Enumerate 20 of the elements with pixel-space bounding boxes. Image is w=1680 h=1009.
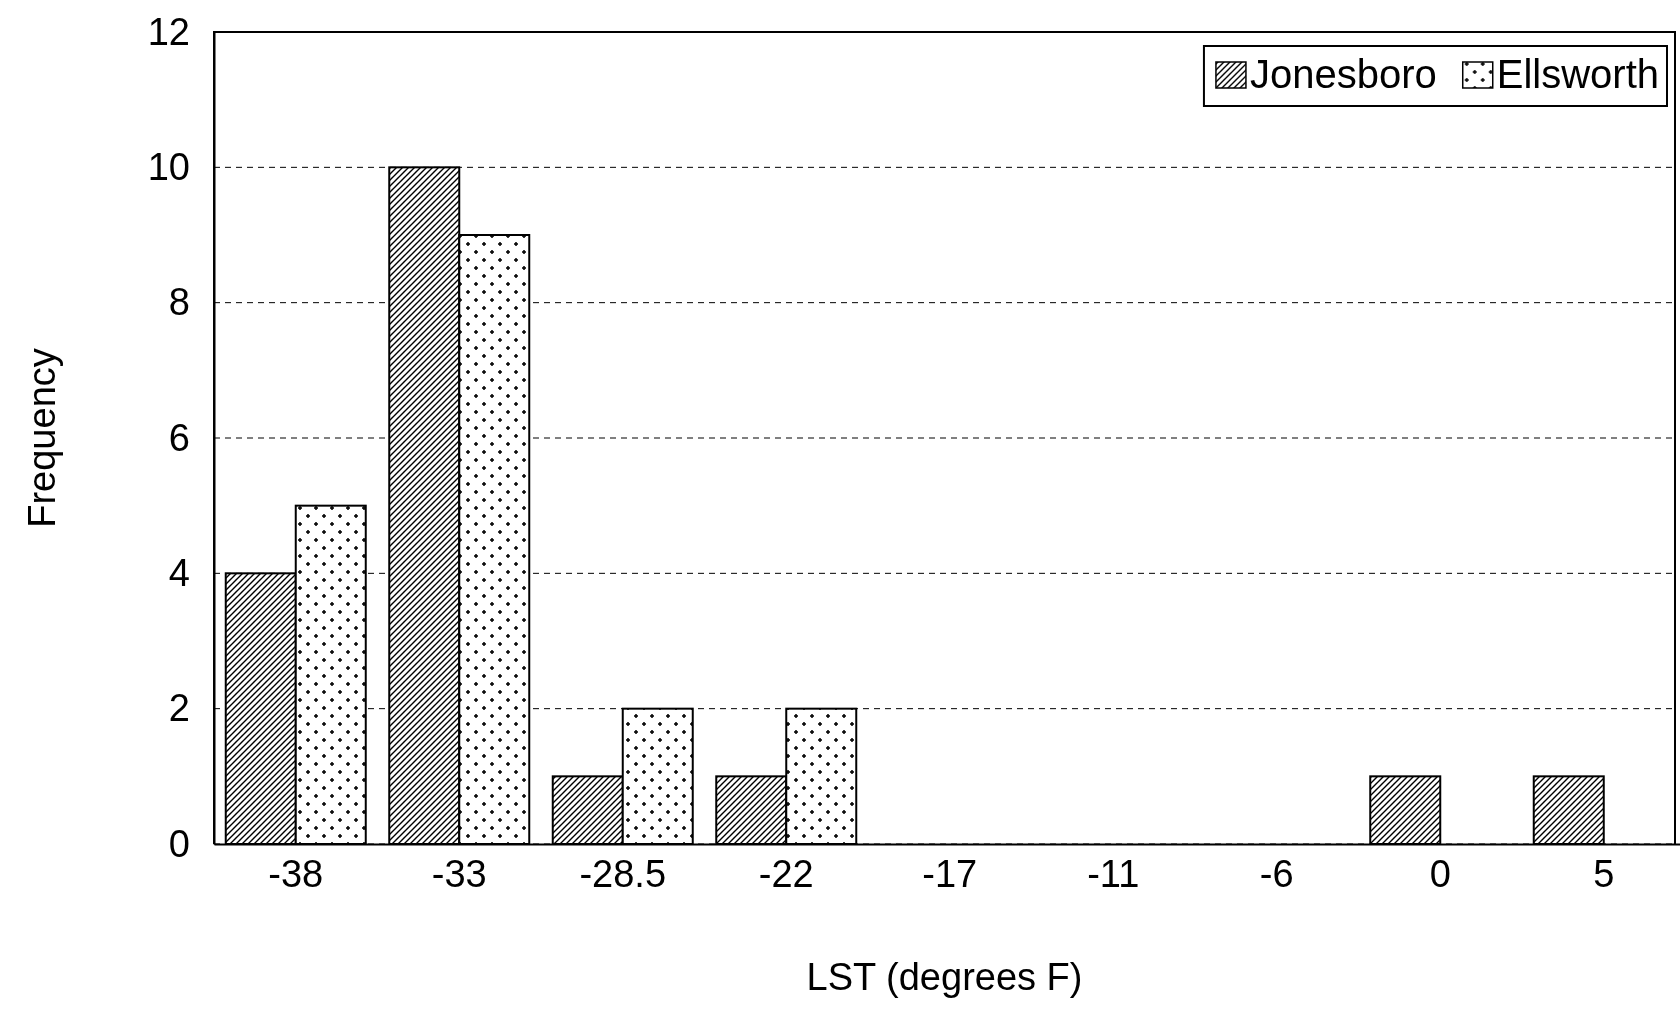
legend-label: Jonesboro bbox=[1249, 52, 1437, 96]
x-tick-label: -6 bbox=[1259, 852, 1294, 895]
y-axis-title: Frequency bbox=[21, 348, 63, 528]
y-tick-label: 0 bbox=[168, 822, 190, 865]
x-axis-title: LST (degrees F) bbox=[806, 956, 1083, 998]
x-tick-label: -28.5 bbox=[579, 852, 667, 895]
y-tick-label: 4 bbox=[168, 551, 190, 594]
x-tick-label: -33 bbox=[431, 852, 487, 895]
y-tick-label: 8 bbox=[168, 281, 190, 324]
y-tick-label: 2 bbox=[168, 687, 190, 730]
x-tick-label: -11 bbox=[1087, 852, 1140, 895]
x-tick-label: -38 bbox=[268, 852, 324, 895]
y-tick-label: 6 bbox=[168, 416, 190, 459]
y-tick-label: 12 bbox=[147, 10, 190, 53]
x-tick-label: -17 bbox=[922, 852, 978, 895]
y-tick-label: 10 bbox=[147, 145, 190, 188]
x-tick-label: -22 bbox=[758, 852, 814, 895]
legend-label: Ellsworth bbox=[1496, 52, 1659, 96]
x-tick-label: 0 bbox=[1429, 852, 1451, 895]
x-tick-label: 5 bbox=[1593, 852, 1615, 895]
